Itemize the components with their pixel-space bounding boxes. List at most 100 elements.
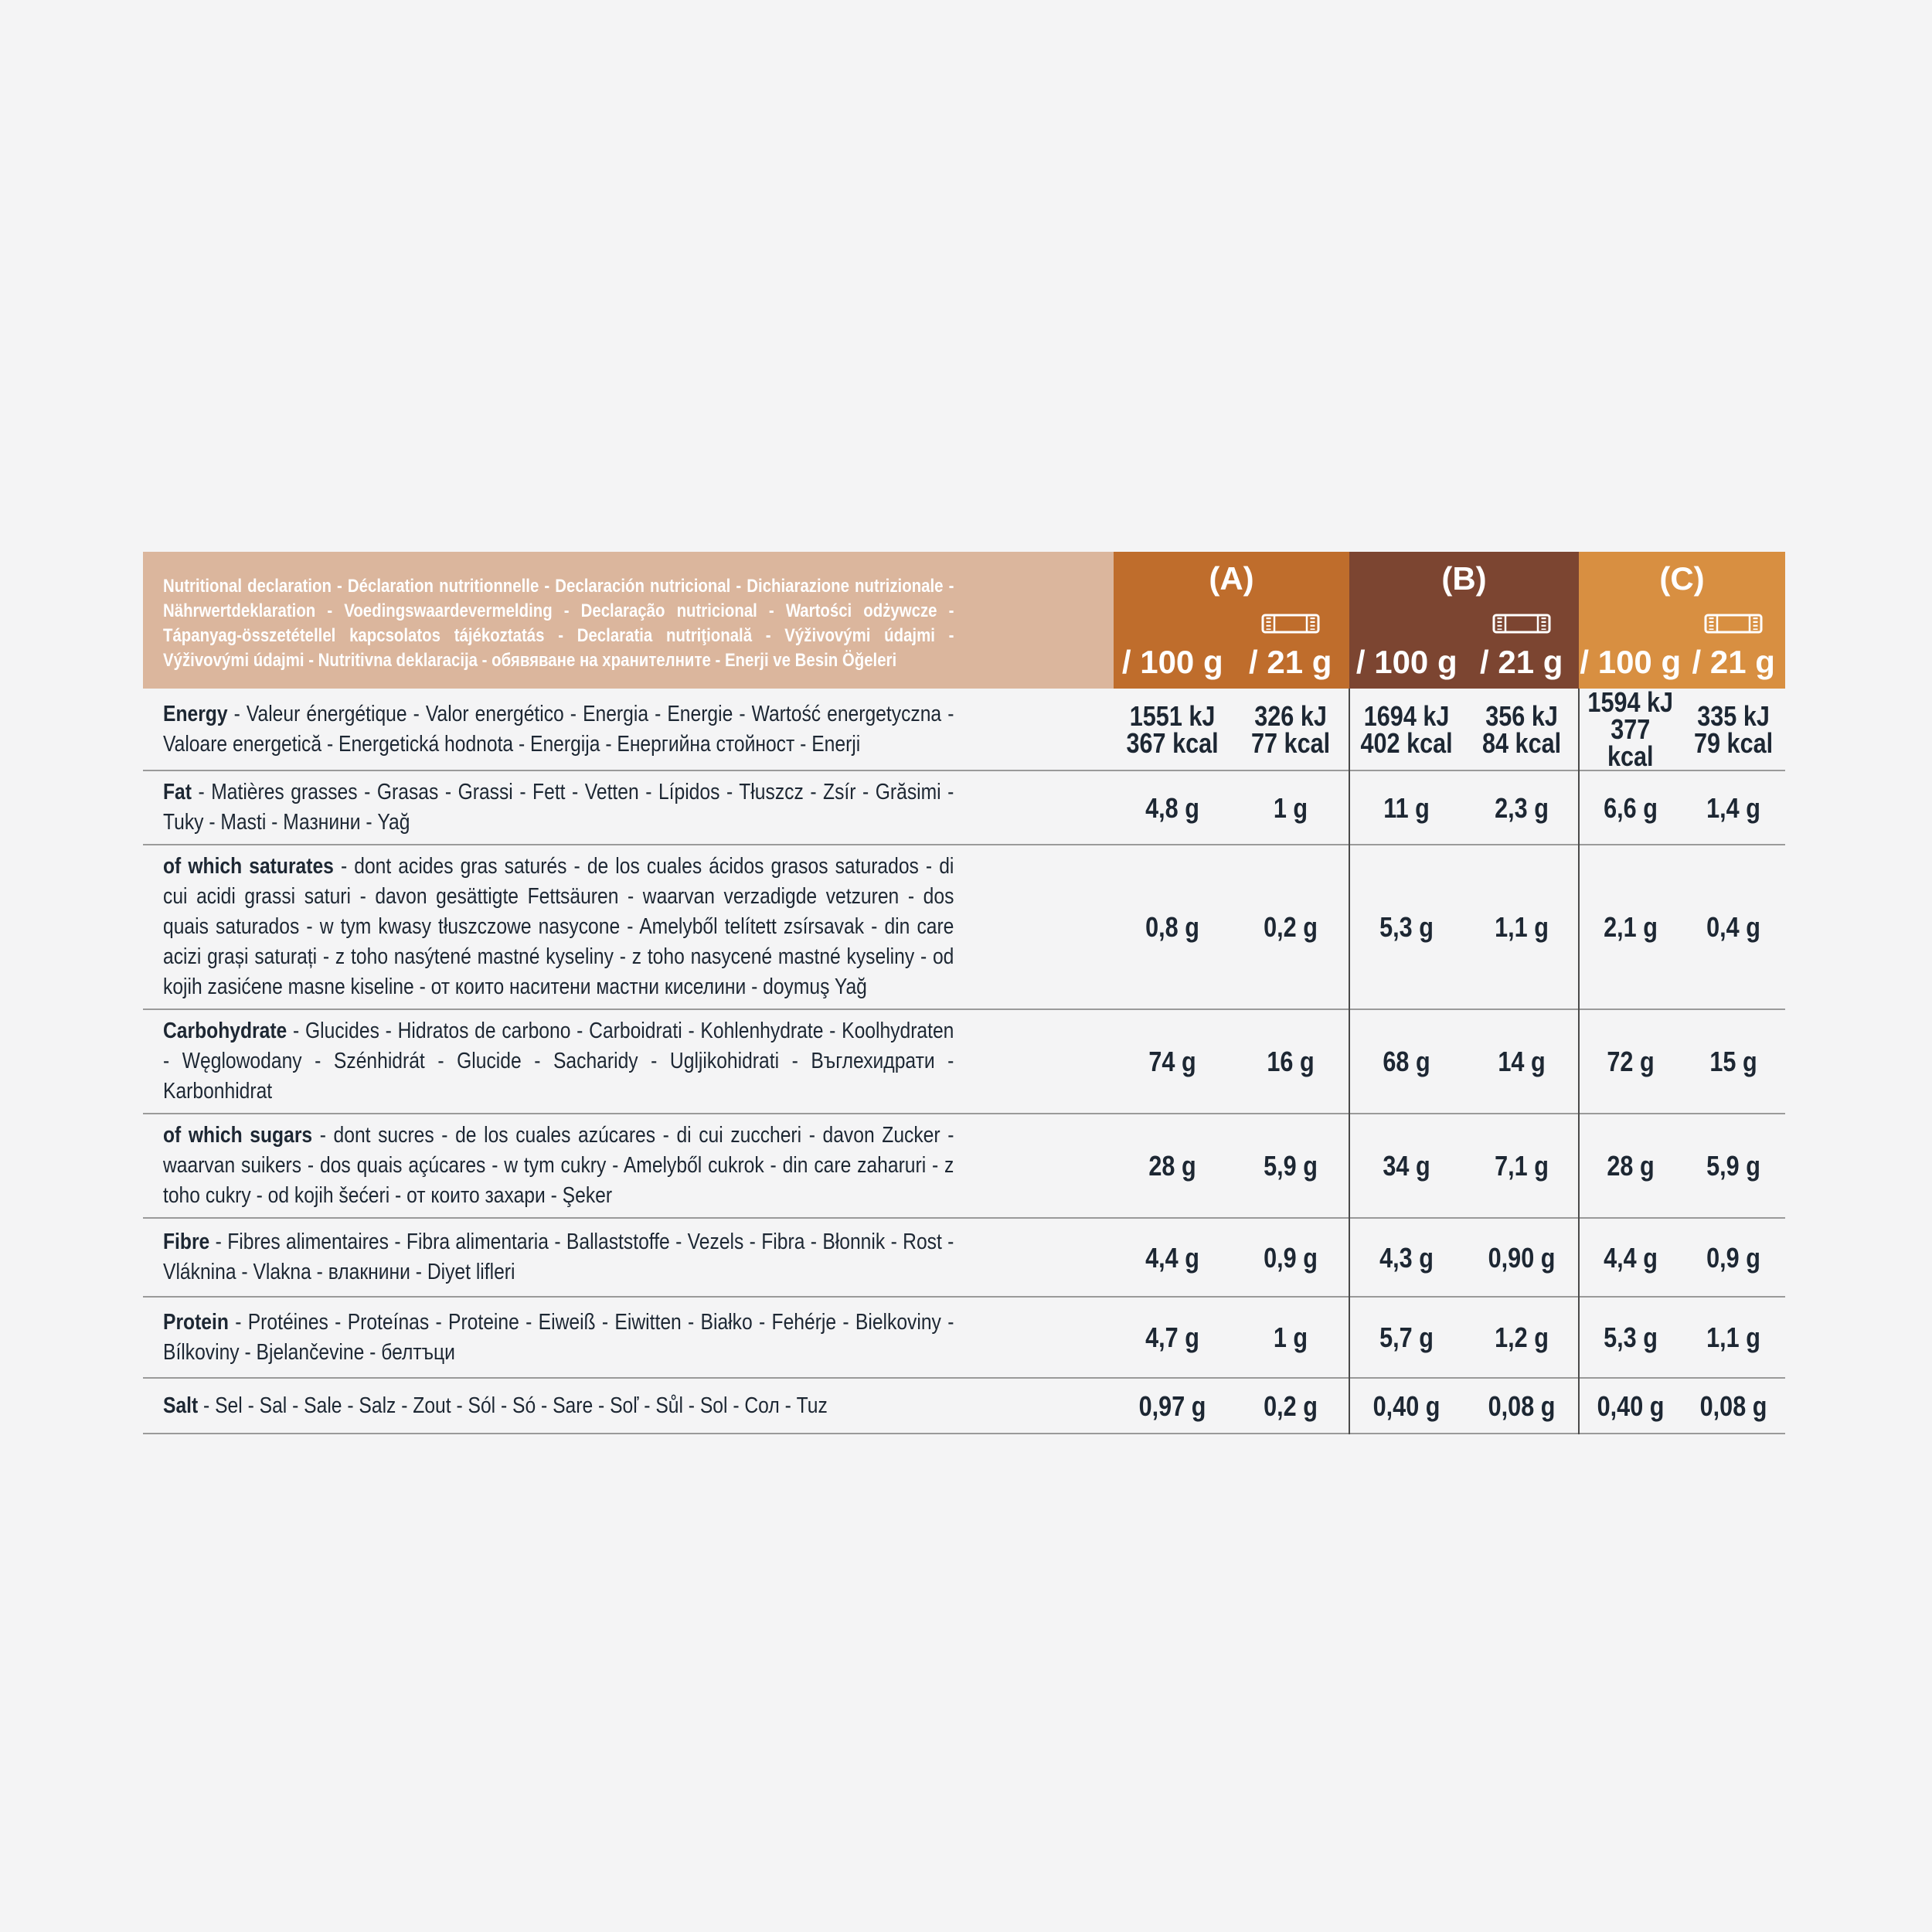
nutrient-translations: - Valeur énergétique - Valor energético … — [163, 701, 954, 757]
value-text: 4,4 g — [1145, 1241, 1200, 1274]
value-a-100g: 0,8 g — [1114, 845, 1232, 1009]
value-b-21g: 2,3 g — [1464, 771, 1580, 844]
value-c-100g: 72 g — [1579, 1010, 1682, 1113]
per-portion-cell: / 21 g — [1464, 614, 1580, 679]
value-a-21g: 0,2 g — [1232, 1379, 1350, 1433]
value-text: 1594 kJ 377 kcal — [1587, 686, 1674, 772]
per-100g-cell: / 100 g — [1114, 645, 1232, 679]
nutrition-declaration-header: Nutritional declaration - Déclaration nu… — [143, 552, 1114, 689]
product-a-label: (A) — [1209, 560, 1254, 597]
value-text: 28 g — [1148, 1150, 1196, 1182]
values-product-c: 5,3 g 1,1 g — [1579, 1298, 1785, 1377]
value-a-100g: 74 g — [1114, 1010, 1232, 1113]
values-product-c: 6,6 g 1,4 g — [1579, 771, 1785, 844]
nutrient-term: Salt — [163, 1393, 199, 1418]
value-b-100g: 34 g — [1349, 1114, 1464, 1217]
values-product-b: 0,40 g 0,08 g — [1349, 1379, 1579, 1433]
values-product-a: 74 g 16 g — [1114, 1010, 1349, 1113]
value-text: 68 g — [1383, 1046, 1430, 1077]
nutrient-term: Fibre — [163, 1230, 210, 1254]
product-c-units: / 100 g / 21 g — [1579, 597, 1785, 689]
value-c-100g: 28 g — [1579, 1114, 1682, 1217]
row-label: of which sugars - dont sucres - de los c… — [143, 1114, 1114, 1217]
values-product-c: 72 g 15 g — [1579, 1010, 1785, 1113]
nutrient-translations: - Fibres alimentaires - Fibra alimentari… — [163, 1230, 954, 1284]
value-text: 1694 kJ 402 kcal — [1360, 699, 1453, 759]
value-b-100g: 5,7 g — [1349, 1298, 1464, 1377]
value-text: 6,6 g — [1603, 791, 1658, 824]
table-header-row: Nutritional declaration - Déclaration nu… — [143, 552, 1785, 689]
nutrient-term: Energy — [163, 701, 228, 726]
per-portion-label: / 21 g — [1692, 644, 1775, 680]
value-text: 0,40 g — [1597, 1389, 1665, 1422]
table-row-carbohydrate: Carbohydrate - Glucides - Hidratos de ca… — [143, 1010, 1785, 1114]
values-product-c: 0,40 g 0,08 g — [1579, 1379, 1785, 1433]
value-c-100g: 0,40 g — [1579, 1379, 1682, 1433]
value-a-21g: 1 g — [1232, 771, 1350, 844]
value-text: 5,9 g — [1263, 1150, 1318, 1182]
nutrient-term: of which sugars — [163, 1123, 313, 1148]
value-a-100g: 4,7 g — [1114, 1298, 1232, 1377]
nutrient-translations: - dont acides gras saturés - de los cual… — [163, 854, 954, 999]
value-c-21g: 0,9 g — [1682, 1219, 1786, 1296]
per-100g-label: / 100 g — [1355, 644, 1458, 680]
product-a-units: / 100 g / 21 g — [1114, 597, 1349, 689]
row-label: Salt - Sel - Sal - Sale - Salz - Zout - … — [143, 1379, 1114, 1433]
value-text: 1,4 g — [1706, 791, 1761, 824]
value-text: 0,97 g — [1138, 1389, 1206, 1422]
value-text: 1,1 g — [1706, 1321, 1761, 1353]
value-c-21g: 15 g — [1682, 1010, 1786, 1113]
value-text: 2,3 g — [1494, 791, 1549, 824]
value-c-21g: 1,4 g — [1682, 771, 1786, 844]
value-c-100g: 5,3 g — [1579, 1298, 1682, 1377]
value-text: 72 g — [1607, 1046, 1655, 1077]
value-text: 0,90 g — [1488, 1241, 1556, 1274]
values-product-c: 2,1 g 0,4 g — [1579, 845, 1785, 1009]
row-label-text: Fat - Matières grasses - Grasas - Grassi… — [163, 777, 954, 838]
row-label-text: of which sugars - dont sucres - de los c… — [163, 1121, 954, 1211]
product-b-label: (B) — [1441, 560, 1487, 597]
value-text: 4,4 g — [1603, 1241, 1658, 1274]
bar-icon — [1261, 614, 1320, 638]
row-label: of which saturates - dont acides gras sa… — [143, 845, 1114, 1009]
values-product-c: 1594 kJ 377 kcal 335 kJ 79 kcal — [1579, 689, 1785, 770]
value-b-100g: 1694 kJ 402 kcal — [1349, 689, 1464, 770]
value-text: 326 kJ 77 kcal — [1250, 699, 1330, 759]
value-text: 5,9 g — [1706, 1150, 1761, 1182]
product-column-header-c: (C) / 100 g / 21 g — [1579, 552, 1785, 689]
value-b-21g: 0,90 g — [1464, 1219, 1580, 1296]
value-text: 5,3 g — [1379, 911, 1434, 943]
value-b-100g: 4,3 g — [1349, 1219, 1464, 1296]
table-row-fibre: Fibre - Fibres alimentaires - Fibra alim… — [143, 1219, 1785, 1298]
value-text: 34 g — [1383, 1150, 1430, 1182]
value-a-100g: 28 g — [1114, 1114, 1232, 1217]
value-c-100g: 6,6 g — [1579, 771, 1682, 844]
value-c-100g: 2,1 g — [1579, 845, 1682, 1009]
values-product-b: 1694 kJ 402 kcal 356 kJ 84 kcal — [1349, 689, 1579, 770]
table-row-salt: Salt - Sel - Sal - Sale - Salz - Zout - … — [143, 1379, 1785, 1434]
product-column-header-a: (A) / 100 g / 21 g — [1114, 552, 1349, 689]
row-label: Energy - Valeur énergétique - Valor ener… — [143, 689, 1114, 770]
values-product-b: 11 g 2,3 g — [1349, 771, 1579, 844]
value-a-21g: 0,2 g — [1232, 845, 1350, 1009]
value-text: 4,8 g — [1145, 791, 1200, 824]
value-text: 14 g — [1498, 1046, 1546, 1077]
value-text: 0,40 g — [1372, 1389, 1440, 1422]
nutrient-term: Fat — [163, 780, 192, 804]
values-product-b: 5,3 g 1,1 g — [1349, 845, 1579, 1009]
value-b-100g: 11 g — [1349, 771, 1464, 844]
row-label: Fibre - Fibres alimentaires - Fibra alim… — [143, 1219, 1114, 1296]
value-c-21g: 335 kJ 79 kcal — [1682, 689, 1786, 770]
value-b-21g: 0,08 g — [1464, 1379, 1580, 1433]
value-b-21g: 1,1 g — [1464, 845, 1580, 1009]
values-product-c: 28 g 5,9 g — [1579, 1114, 1785, 1217]
per-100g-cell: / 100 g — [1579, 645, 1682, 679]
value-text: 0,8 g — [1145, 911, 1200, 943]
value-text: 2,1 g — [1603, 911, 1658, 943]
value-b-100g: 68 g — [1349, 1010, 1464, 1113]
value-c-21g: 0,4 g — [1682, 845, 1786, 1009]
value-b-100g: 0,40 g — [1349, 1379, 1464, 1433]
value-b-21g: 356 kJ 84 kcal — [1464, 689, 1580, 770]
per-100g-label: / 100 g — [1580, 644, 1682, 680]
row-label-text: of which saturates - dont acides gras sa… — [163, 852, 954, 1002]
